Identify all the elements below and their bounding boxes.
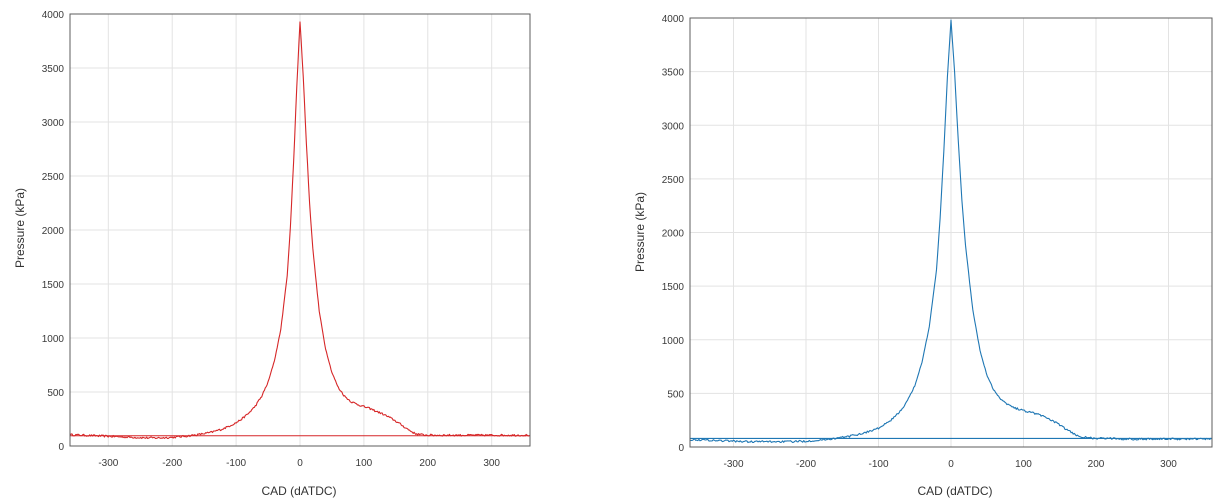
left-chart-y-tick-label: 0 <box>58 442 64 453</box>
right-chart-x-axis-label: CAD (dATDC) <box>917 484 992 498</box>
right-chart-x-tick-labels: -300 -200 -100 0 100 200 300 <box>723 459 1177 470</box>
left-chart-x-tick-label: 0 <box>297 458 303 469</box>
right-chart-axes-frame <box>689 17 1213 448</box>
right-chart-pressure-line <box>689 19 1213 444</box>
right-chart-y-axis-label: Pressure (kPa) <box>633 192 647 272</box>
right-chart-y-tick-label: 1500 <box>662 282 685 293</box>
right-chart-y-tick-label: 1000 <box>662 336 685 347</box>
left-chart-x-tick-label: -300 <box>98 458 118 469</box>
left-chart-y-tick-label: 4000 <box>42 10 65 21</box>
left-chart-y-tick-label: 2500 <box>42 172 65 183</box>
right-chart-y-tick-label: 3000 <box>662 121 685 132</box>
left-chart-y-tick-label: 500 <box>47 388 64 399</box>
left-chart-x-tick-label: 300 <box>483 458 500 469</box>
right-chart-x-tick-label: -200 <box>796 459 816 470</box>
left-chart-y-tick-label: 1500 <box>42 280 65 291</box>
left-chart-y-tick-labels: 0 500 1000 1500 2000 2500 3000 3500 4000 <box>42 10 65 453</box>
left-chart-x-tick-label: -200 <box>162 458 182 469</box>
left-chart-axes-frame <box>69 13 531 447</box>
right-chart-y-tick-label: 4000 <box>662 14 685 25</box>
left-chart: -300 -200 -100 0 100 200 300 0 500 1000 1500 2000 2… <box>13 10 531 498</box>
left-chart-x-axis-label: CAD (dATDC) <box>261 484 336 498</box>
left-chart-y-tick-label: 3500 <box>42 64 65 75</box>
right-chart-y-tick-label: 2000 <box>662 229 685 240</box>
right-chart: -300 -200 -100 0 100 200 300 0 500 1000 1500 2000 2… <box>633 14 1213 498</box>
left-chart-x-tick-label: 200 <box>419 458 436 469</box>
left-chart-y-tick-label: 1000 <box>42 334 65 345</box>
right-chart-y-tick-label: 2500 <box>662 175 685 186</box>
right-chart-x-tick-label: -100 <box>868 459 888 470</box>
left-chart-y-axis-label: Pressure (kPa) <box>13 188 27 268</box>
right-chart-x-tick-label: 200 <box>1088 459 1105 470</box>
left-chart-y-tick-label: 2000 <box>42 226 65 237</box>
right-chart-y-tick-label: 500 <box>667 389 684 400</box>
right-chart-y-tick-label: 3500 <box>662 68 685 79</box>
left-chart-x-tick-label: -100 <box>226 458 246 469</box>
right-chart-x-tick-label: -300 <box>723 459 743 470</box>
right-chart-y-tick-label: 0 <box>678 443 684 454</box>
left-chart-grid <box>70 13 530 447</box>
left-chart-y-tick-label: 3000 <box>42 118 65 129</box>
right-chart-x-tick-label: 0 <box>948 459 954 470</box>
left-chart-x-tick-labels: -300 -200 -100 0 100 200 300 <box>98 458 500 469</box>
left-chart-x-tick-label: 100 <box>356 458 373 469</box>
right-chart-x-tick-label: 300 <box>1160 459 1177 470</box>
right-chart-grid <box>690 17 1212 448</box>
right-chart-x-tick-label: 100 <box>1015 459 1032 470</box>
right-chart-y-tick-labels: 0 500 1000 1500 2000 2500 3000 3500 4000 <box>662 14 685 454</box>
